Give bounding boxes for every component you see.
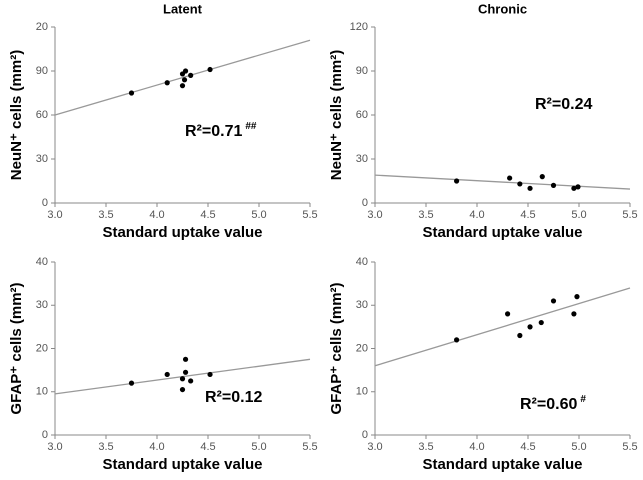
x-tick-label: 3.0 (367, 209, 382, 221)
y-tick-label: 60 (36, 109, 48, 121)
data-point (505, 311, 511, 317)
x-tick-label: 5.5 (302, 441, 317, 453)
fit-line (54, 39, 311, 116)
r2-annotation: R²=0.71 ## (185, 121, 257, 141)
r2-value: R²=0.71 (185, 123, 242, 140)
data-point (454, 178, 460, 184)
x-tick-label: 5.0 (251, 441, 266, 453)
x-tick-label: 3.0 (47, 209, 62, 221)
r2-value: R²=0.12 (205, 389, 262, 406)
data-point (575, 184, 581, 190)
y-tick-label: 10 (36, 386, 48, 398)
significance-mark: # (580, 394, 586, 405)
y-tick-label: 30 (356, 153, 368, 165)
r2-value: R²=0.24 (535, 96, 592, 113)
y-tick-label: 30 (36, 153, 48, 165)
x-tick-label: 5.5 (622, 441, 637, 453)
y-tick-label: 30 (36, 299, 48, 311)
x-tick-label: 3.5 (418, 209, 433, 221)
data-point (517, 332, 523, 339)
x-tick-label: 4.5 (520, 209, 535, 221)
data-point (128, 380, 135, 386)
x-axis-label: Standard uptake value (102, 224, 262, 241)
r2-value: R²=0.60 (520, 396, 577, 413)
data-point (550, 298, 557, 304)
data-point (181, 77, 188, 83)
x-axis-label: Standard uptake value (422, 224, 582, 241)
data-point (188, 72, 194, 78)
x-tick-label: 5.0 (251, 209, 266, 221)
data-point (454, 337, 460, 343)
x-tick-label: 4.0 (469, 441, 484, 453)
data-point (164, 80, 170, 86)
x-tick-label: 5.5 (302, 209, 317, 221)
y-tick-label: 40 (356, 256, 368, 268)
x-tick-label: 5.0 (571, 209, 586, 221)
panel-title: Chronic (478, 1, 527, 16)
data-point (527, 324, 533, 330)
y-tick-label: 20 (356, 342, 368, 354)
x-tick-label: 5.0 (571, 441, 586, 453)
data-point (164, 371, 170, 378)
x-tick-label: 4.5 (200, 441, 215, 453)
data-point (179, 376, 186, 382)
x-axis-label: Standard uptake value (422, 456, 582, 473)
data-point (527, 185, 533, 191)
r2-annotation: R²=0.60 # (520, 394, 586, 414)
data-point (550, 182, 557, 188)
data-point (128, 90, 135, 96)
y-tick-label: 0 (362, 429, 368, 441)
x-tick-label: 3.0 (367, 441, 382, 453)
data-point (179, 83, 186, 89)
x-tick-label: 3.5 (98, 209, 113, 221)
data-point (517, 181, 523, 187)
data-point (539, 174, 545, 180)
data-point (571, 311, 577, 317)
x-tick-label: 4.5 (520, 441, 535, 453)
y-tick-label: 10 (356, 386, 368, 398)
fit-line (374, 174, 631, 190)
data-point (179, 386, 186, 393)
x-tick-label: 4.5 (200, 209, 215, 221)
panel-title: Latent (163, 1, 203, 16)
significance-mark: ## (245, 121, 257, 132)
y-tick-label: 0 (42, 197, 48, 209)
y-axis-label: NeuN⁺ cells (mm²) (328, 50, 345, 180)
y-tick-label: 20 (36, 342, 48, 354)
data-point (207, 371, 213, 378)
data-point (182, 356, 189, 362)
x-tick-label: 3.5 (98, 441, 113, 453)
x-tick-label: 4.0 (149, 441, 164, 453)
data-point (182, 369, 189, 375)
y-tick-label: 0 (42, 429, 48, 441)
y-axis-label: GFAP⁺ cells (mm²) (328, 282, 345, 414)
y-tick-label: 120 (350, 21, 368, 33)
data-point (188, 378, 194, 384)
r2-annotation: R²=0.12 (205, 389, 262, 406)
data-point (182, 68, 189, 74)
r2-annotation: R²=0.24 (535, 96, 592, 113)
y-axis-label: NeuN⁺ cells (mm²) (8, 50, 25, 180)
x-tick-label: 5.5 (622, 209, 637, 221)
y-tick-label: 90 (36, 65, 48, 77)
fit-line (374, 287, 631, 367)
data-point (507, 175, 513, 181)
data-point (538, 319, 544, 326)
y-tick-label: 60 (356, 109, 368, 121)
data-point (207, 66, 213, 73)
y-tick-label: 30 (356, 299, 368, 311)
x-tick-label: 4.0 (469, 209, 484, 221)
x-tick-label: 3.0 (47, 441, 62, 453)
data-point (574, 294, 580, 300)
x-tick-label: 3.5 (418, 441, 433, 453)
y-tick-label: 0 (362, 197, 368, 209)
y-tick-label: 40 (36, 256, 48, 268)
y-tick-label: 90 (356, 65, 368, 77)
data-point (571, 185, 577, 191)
x-tick-label: 4.0 (149, 209, 164, 221)
y-axis-label: GFAP⁺ cells (mm²) (8, 282, 25, 414)
y-tick-label: 20 (36, 21, 48, 33)
x-axis-label: Standard uptake value (102, 456, 262, 473)
